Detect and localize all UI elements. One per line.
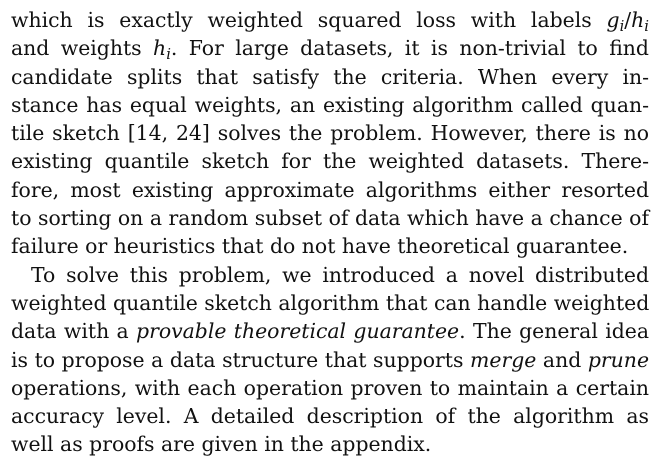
p1-line-2-text-b: . For large datasets, it is non-trivial … bbox=[170, 36, 649, 61]
emphasis-prune: prune bbox=[587, 347, 650, 372]
p1-line-1: which is exactly weighted squared loss w… bbox=[11, 6, 649, 34]
math-sub-i: i bbox=[644, 18, 649, 36]
p1-line-2: and weights hi. For large datasets, it i… bbox=[11, 34, 649, 62]
math-sub-i: i bbox=[619, 18, 625, 36]
p1-line-4: stance has equal weights, an existing al… bbox=[11, 92, 649, 117]
p2-line-3-text-a: data with a bbox=[11, 319, 137, 344]
p2-line-4-text-a: is to propose a data structure that supp… bbox=[11, 347, 471, 372]
p2-line-1: To solve this problem, we introduced a n… bbox=[31, 262, 649, 287]
p1-line-2-text-a: and weights bbox=[11, 36, 154, 61]
p1-line-7: fore, most existing approximate algorith… bbox=[11, 177, 649, 202]
p2-line-3: data with a provable theoretical guarant… bbox=[11, 317, 649, 345]
paper-text-block: which is exactly weighted squared loss w… bbox=[11, 6, 649, 459]
math-g-i-over-h-i: gi/hi bbox=[606, 8, 649, 36]
paragraph-2: To solve this problem, we introduced a n… bbox=[11, 261, 649, 459]
emphasis-merge: merge bbox=[470, 347, 537, 372]
math-h-i: hi bbox=[153, 36, 171, 64]
math-sub-i: i bbox=[166, 46, 171, 64]
p1-line-9: failure or heuristics that do not have t… bbox=[11, 234, 629, 259]
p2-line-4-text-b: and bbox=[536, 347, 588, 372]
p2-line-6: accuracy level. A detailed description o… bbox=[11, 404, 649, 429]
p1-line-1-text: which is exactly weighted squared loss w… bbox=[11, 8, 607, 32]
math-slash: / bbox=[624, 8, 632, 32]
p1-line-5: tile sketch [14, 24] solves the problem.… bbox=[11, 121, 649, 146]
p1-line-3: candidate splits that satisfy the criter… bbox=[11, 64, 649, 89]
p2-line-3-text-b: . The general idea bbox=[459, 319, 649, 344]
math-h: h bbox=[631, 8, 645, 32]
p2-line-7: well as proofs are given in the appendix… bbox=[11, 432, 432, 457]
p2-line-4: is to propose a data structure that supp… bbox=[11, 346, 649, 374]
emphasis-provable-guarantee: provable theoretical guarantee bbox=[136, 319, 460, 344]
p2-line-2: weighted quantile sketch algorithm that … bbox=[11, 290, 650, 315]
p2-line-5: operations, with each operation proven t… bbox=[11, 375, 649, 400]
p1-line-8: to sorting on a random subset of data wh… bbox=[11, 206, 649, 231]
p1-line-6: existing quantile sketch for the weighte… bbox=[11, 149, 649, 174]
math-g: g bbox=[606, 8, 620, 32]
math-h: h bbox=[153, 36, 167, 61]
paragraph-1: which is exactly weighted squared loss w… bbox=[11, 6, 649, 261]
